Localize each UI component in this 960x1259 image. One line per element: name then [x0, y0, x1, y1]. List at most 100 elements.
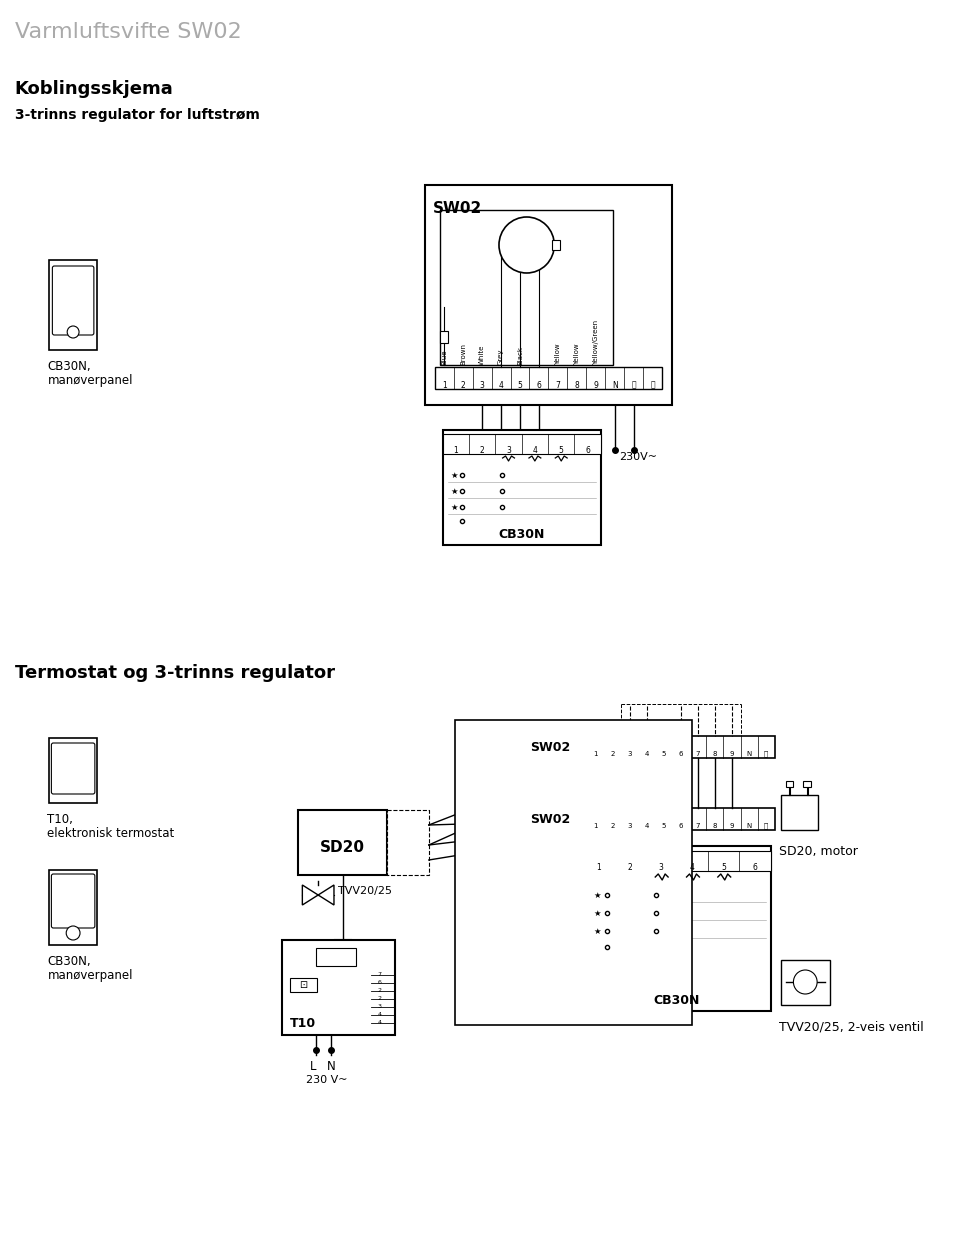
Text: 4: 4 [644, 752, 649, 757]
Text: 4: 4 [498, 380, 503, 389]
Bar [804, 781, 811, 787]
Text: Varmluftsvifte SW02: Varmluftsvifte SW02 [14, 21, 242, 42]
Text: 2: 2 [611, 752, 614, 757]
Text: ⏚: ⏚ [764, 750, 768, 758]
Text: SD20: SD20 [321, 840, 366, 855]
Text: 6: 6 [377, 980, 381, 985]
Text: 9: 9 [730, 752, 734, 757]
Text: Blue: Blue [442, 350, 447, 365]
Text: 2: 2 [377, 996, 381, 1001]
Text: 5: 5 [559, 446, 564, 454]
Bar [583, 851, 771, 871]
Bar [290, 978, 317, 992]
Text: 8: 8 [712, 823, 717, 828]
Bar [528, 806, 583, 832]
Text: 3: 3 [480, 380, 485, 389]
Bar [49, 870, 97, 946]
Text: 7: 7 [696, 752, 700, 757]
Text: 4: 4 [533, 446, 538, 454]
Text: 7: 7 [377, 972, 381, 977]
Text: 3: 3 [506, 446, 511, 454]
Text: 6: 6 [679, 823, 683, 828]
Text: 6: 6 [586, 446, 590, 454]
Text: ★: ★ [451, 471, 458, 480]
Text: 2: 2 [461, 380, 466, 389]
Circle shape [499, 217, 554, 273]
Text: White: White [479, 345, 485, 365]
Circle shape [793, 969, 817, 995]
Text: N: N [326, 1060, 335, 1073]
Text: 9: 9 [593, 380, 598, 389]
Bar [387, 810, 429, 875]
Bar [552, 240, 561, 251]
Text: TVV20/25, 2-veis ventil: TVV20/25, 2-veis ventil [779, 1020, 924, 1032]
Text: CB30N,: CB30N, [47, 360, 91, 373]
Text: CB30N: CB30N [498, 528, 545, 541]
Text: 4: 4 [690, 862, 695, 871]
Text: SW02: SW02 [531, 812, 571, 826]
Text: M: M [520, 242, 533, 254]
Bar [587, 808, 775, 830]
Text: CB30N: CB30N [654, 995, 700, 1007]
Text: 3: 3 [627, 752, 632, 757]
Text: T10: T10 [290, 1017, 316, 1030]
Text: 3-trinns regulator for luftstrøm: 3-trinns regulator for luftstrøm [14, 108, 260, 122]
Bar [780, 794, 818, 830]
Text: manøverpanel: manøverpanel [47, 374, 132, 387]
Text: 3: 3 [627, 823, 632, 828]
Bar [425, 185, 672, 405]
Text: 1: 1 [596, 862, 601, 871]
Text: 5: 5 [661, 752, 666, 757]
Text: ⏚: ⏚ [650, 380, 655, 389]
Bar [443, 431, 601, 545]
Text: 1: 1 [593, 752, 598, 757]
Text: Yellow: Yellow [574, 344, 580, 365]
Text: 6: 6 [679, 752, 683, 757]
Text: 230 V~: 230 V~ [306, 1075, 348, 1085]
Bar [583, 846, 771, 1011]
Text: 1: 1 [453, 446, 458, 454]
Polygon shape [318, 885, 334, 905]
Text: 4: 4 [377, 1011, 381, 1016]
Text: 5: 5 [661, 823, 666, 828]
Bar [316, 948, 356, 966]
Text: SW02: SW02 [433, 201, 482, 217]
Text: N: N [747, 823, 752, 828]
Text: L: L [310, 1060, 317, 1073]
Text: Yellow/Green: Yellow/Green [592, 320, 599, 365]
Text: 7: 7 [696, 823, 700, 828]
Text: Black: Black [517, 346, 523, 365]
Polygon shape [302, 885, 318, 905]
Text: Brown: Brown [460, 342, 467, 365]
Text: CB30N,: CB30N, [47, 956, 91, 968]
Text: 230V~: 230V~ [619, 452, 658, 462]
Text: N: N [612, 380, 617, 389]
FancyBboxPatch shape [52, 743, 95, 794]
Text: ⏚: ⏚ [764, 822, 768, 830]
Bar [443, 434, 601, 454]
Text: 5: 5 [721, 862, 726, 871]
Text: 6: 6 [537, 380, 541, 389]
Text: elektronisk termostat: elektronisk termostat [47, 827, 175, 840]
Text: 8: 8 [574, 380, 579, 389]
Bar [435, 368, 662, 389]
Text: N: N [747, 752, 752, 757]
Bar [780, 961, 830, 1005]
Text: ~: ~ [522, 253, 531, 263]
Text: Termostat og 3-trinns regulator: Termostat og 3-trinns regulator [14, 663, 335, 682]
Text: ★: ★ [593, 927, 601, 935]
Text: SW02: SW02 [531, 740, 571, 753]
Text: 9: 9 [730, 823, 734, 828]
Text: 4: 4 [377, 1020, 381, 1025]
Text: 7: 7 [556, 380, 561, 389]
Circle shape [66, 927, 80, 940]
Text: ★: ★ [451, 486, 458, 496]
Bar [441, 331, 448, 342]
Text: Koblingsskjema: Koblingsskjema [14, 81, 174, 98]
Bar [454, 720, 691, 1025]
Text: ★: ★ [451, 502, 458, 511]
Text: TVV20/25: TVV20/25 [338, 886, 392, 896]
Text: 2: 2 [377, 987, 381, 992]
Bar [440, 210, 612, 365]
Text: Yellow: Yellow [555, 344, 561, 365]
